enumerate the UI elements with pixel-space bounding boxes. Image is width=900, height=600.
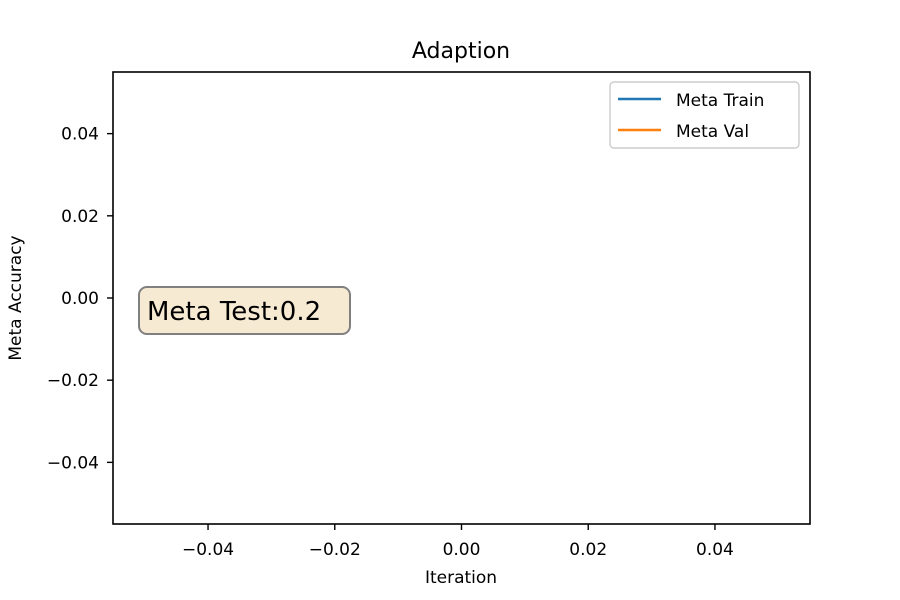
annotation-box bbox=[138, 286, 351, 335]
chart-title: Adaption bbox=[412, 39, 510, 64]
y-tick-label: −0.02 bbox=[47, 371, 99, 391]
legend: Meta Train Meta Val bbox=[609, 81, 800, 149]
legend-label-meta-train: Meta Train bbox=[676, 91, 764, 111]
annotation-text: Meta Test:0.2 bbox=[147, 297, 321, 327]
y-tick-label: 0.00 bbox=[61, 289, 99, 309]
plot-frame bbox=[112, 71, 811, 525]
x-tick-label: 0.02 bbox=[569, 540, 607, 560]
y-axis-ticks: −0.04 −0.02 0.00 0.02 0.04 bbox=[47, 125, 113, 473]
x-tick-label: 0.00 bbox=[443, 540, 481, 560]
x-tick-label: 0.04 bbox=[696, 540, 734, 560]
x-tick-label: −0.04 bbox=[182, 540, 234, 560]
annotation-meta-test: Meta Test:0.2 bbox=[138, 286, 351, 335]
y-tick-label: 0.04 bbox=[61, 125, 99, 145]
x-axis-label: Iteration bbox=[425, 568, 497, 588]
legend-label-meta-val: Meta Val bbox=[676, 122, 749, 142]
x-axis-ticks: −0.04 −0.02 0.00 0.02 0.04 bbox=[182, 524, 734, 560]
y-tick-label: −0.04 bbox=[47, 453, 99, 473]
x-tick-label: −0.02 bbox=[309, 540, 361, 560]
y-tick-label: 0.02 bbox=[61, 207, 99, 227]
y-axis-label: Meta Accuracy bbox=[6, 235, 26, 360]
